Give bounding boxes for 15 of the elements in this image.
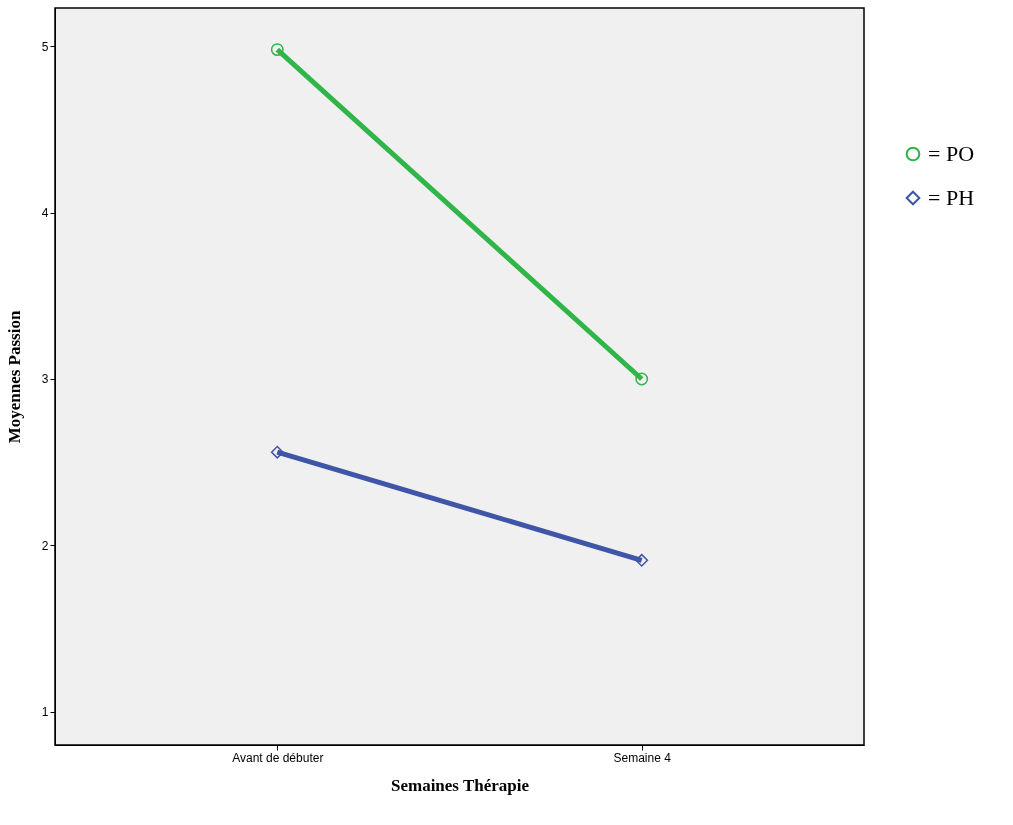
x-axis-title: Semaines Thérapie [390,775,530,795]
point [270,445,284,459]
legend-label: = PO [928,141,975,166]
x-tick-label: Avant de débuter [232,750,324,765]
legend-label: = PH [928,185,975,210]
y-tick-label: 3 [41,372,49,387]
point [270,43,284,57]
y-axis-title: Moyennes Passion [4,310,24,444]
y-tick-label: 4 [41,206,49,221]
x-tick-label: Semaine 4 [613,750,672,765]
point [635,553,649,567]
y-tick-label: 5 [41,39,49,54]
y-tick-label: 2 [41,538,49,553]
y-tick-label: 1 [41,705,49,720]
point [635,372,649,386]
